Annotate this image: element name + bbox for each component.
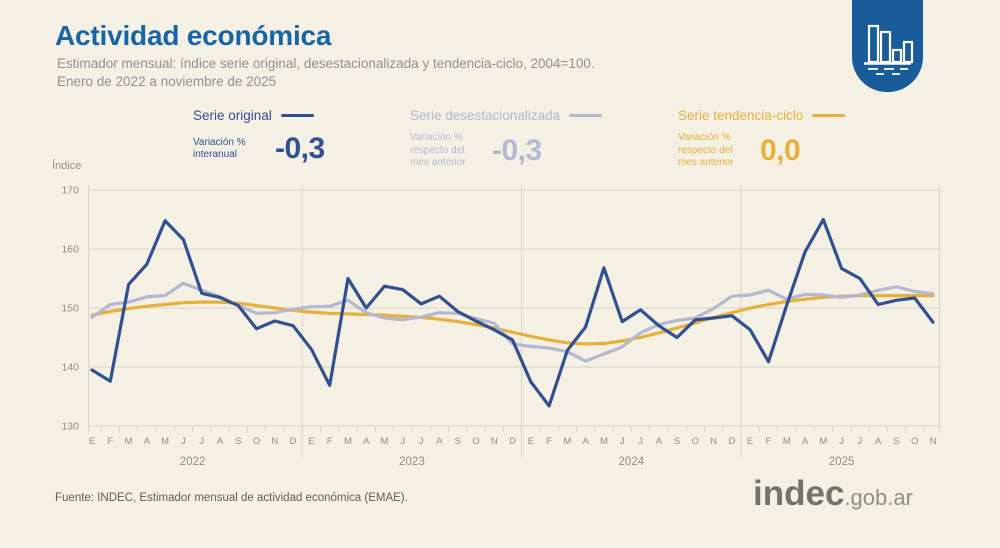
serie-original-label: Serie original	[193, 108, 272, 123]
month-label: E	[528, 436, 534, 447]
stat-label: Variación % interanual	[193, 136, 246, 161]
year-label-2025: 2025	[829, 456, 855, 468]
month-label: A	[875, 436, 882, 447]
serie-original-line	[90, 217, 935, 408]
legend-serie-desestacionalizada: Serie desestacionalizada Variación % res…	[410, 108, 603, 170]
month-label: J	[400, 436, 405, 447]
legend-stat: Variación % respecto del mes anterior -0…	[410, 132, 602, 170]
indec-logo: indec .gob.ar	[753, 474, 913, 514]
ytick-140: 140	[61, 362, 79, 374]
month-label: J	[638, 436, 643, 447]
serie-desest-swatch	[569, 113, 603, 118]
month-label: F	[107, 436, 113, 447]
stat-label: Variación % respecto del mes anterior	[678, 132, 734, 168]
month-label: E	[747, 436, 753, 447]
month-label: O	[253, 436, 260, 447]
month-label: J	[857, 436, 862, 447]
month-label: J	[181, 436, 186, 447]
month-label: D	[509, 436, 516, 447]
stat-value-desest: -0,3	[492, 133, 542, 167]
month-label: M	[563, 436, 571, 447]
legend-stat: Variación % respecto del mes anterior 0,…	[678, 132, 845, 170]
month-label: A	[802, 436, 809, 447]
ytick-170: 170	[61, 185, 79, 197]
ytick-150: 150	[61, 303, 79, 315]
month-label: A	[436, 436, 443, 447]
chart-subtitle: Estimador mensual: índice serie original…	[57, 56, 595, 71]
month-label: A	[363, 436, 370, 447]
month-label: M	[125, 436, 133, 447]
year-label-2023: 2023	[399, 456, 425, 468]
month-label: J	[620, 436, 625, 447]
indec-ribbon-badge	[852, 0, 923, 92]
y-axis-label: Índice	[52, 159, 81, 172]
page-title: Actividad económica	[55, 20, 332, 51]
month-label: O	[472, 436, 479, 447]
month-label: M	[600, 436, 608, 447]
month-label: F	[327, 436, 333, 447]
serie-desest-label: Serie desestacionalizada	[410, 108, 561, 123]
ytick-130: 130	[61, 421, 79, 433]
legend-serie-tendencia-ciclo: Serie tendencia-ciclo Variación % respec…	[678, 108, 846, 170]
month-label: J	[839, 436, 844, 447]
month-label: A	[656, 436, 663, 447]
month-label: M	[783, 436, 791, 447]
legend-name: Serie original	[193, 108, 325, 123]
chart-period: Enero de 2022 a noviembre de 2025	[57, 74, 277, 89]
serie-tend-label: Serie tendencia-ciclo	[678, 108, 804, 123]
month-label: J	[199, 436, 204, 447]
year-label-2024: 2024	[619, 456, 645, 468]
month-label: N	[930, 436, 937, 447]
bar-chart-icon	[864, 24, 914, 75]
month-label: D	[728, 436, 735, 447]
stat-label: Variación % respecto del mes anterior	[410, 132, 466, 168]
month-label: O	[911, 436, 918, 447]
month-label: M	[819, 436, 827, 447]
legend-name: Serie tendencia-ciclo	[678, 108, 846, 123]
legend-serie-original: Serie original Variación % interanual -0…	[193, 108, 325, 166]
ytick-160: 160	[61, 244, 79, 256]
month-label: E	[308, 436, 314, 447]
serie-tend-swatch	[812, 113, 846, 118]
month-label: M	[161, 436, 169, 447]
month-label: F	[766, 436, 772, 447]
serie-tendencia-ciclo-line	[90, 294, 935, 346]
month-label: A	[144, 436, 151, 447]
month-label: A	[217, 436, 224, 447]
stat-value-original: -0,3	[275, 132, 325, 165]
month-label: A	[582, 436, 589, 447]
month-label: N	[491, 436, 498, 447]
month-label: S	[454, 436, 460, 447]
month-label: O	[692, 436, 699, 447]
month-label: F	[546, 436, 552, 447]
indec-logo-suffix: .gob.ar	[844, 485, 913, 510]
month-label: S	[235, 436, 241, 447]
source-note: Fuente: INDEC, Estimador mensual de acti…	[55, 492, 408, 504]
emae-line-chart: 130 140 150 160 170 Índice 2022 2023 2024 2025 E F M…	[0, 155, 1000, 475]
month-label: E	[89, 436, 95, 447]
legend-name: Serie desestacionalizada	[410, 108, 603, 123]
month-label: S	[674, 436, 680, 447]
month-label: M	[381, 436, 389, 447]
stat-value-tend: 0,0	[760, 133, 801, 167]
indec-logo-main: indec	[753, 474, 845, 513]
month-label: J	[419, 436, 424, 447]
legend-stat: Variación % interanual -0,3	[193, 132, 325, 166]
serie-desestacionalizada-line	[90, 281, 935, 363]
month-label: N	[271, 436, 278, 447]
month-label: N	[710, 436, 717, 447]
month-label: D	[290, 436, 297, 447]
month-label: S	[893, 436, 899, 447]
year-label-2022: 2022	[180, 456, 206, 468]
serie-original-swatch	[280, 113, 314, 118]
month-label: M	[344, 436, 352, 447]
